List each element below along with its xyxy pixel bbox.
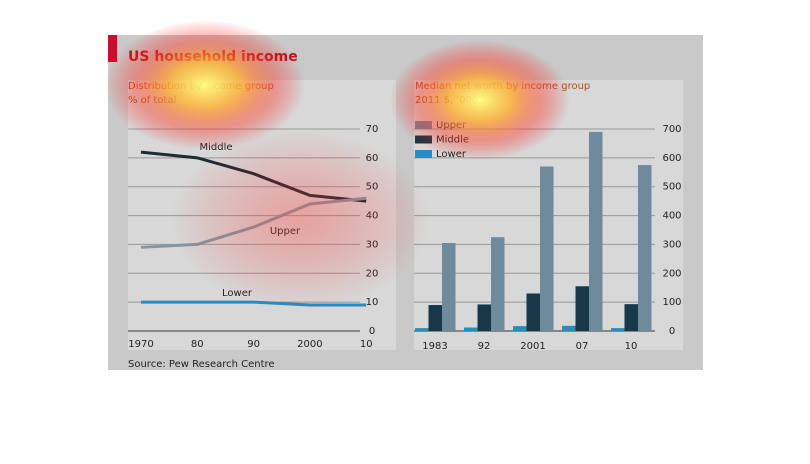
- y-tick-label: 50: [366, 182, 379, 193]
- bar: [464, 327, 478, 331]
- y-tick-label: 400: [662, 211, 681, 222]
- line-label: Lower: [222, 288, 253, 299]
- x-tick-label: 80: [191, 339, 204, 350]
- x-tick-label: 1983: [422, 341, 447, 352]
- y-tick-label: 30: [366, 239, 379, 250]
- legend-swatch: [415, 121, 432, 129]
- y-tick-label: 500: [662, 182, 681, 193]
- x-tick-label: 10: [625, 341, 638, 352]
- bar: [428, 305, 442, 331]
- bar: [575, 286, 589, 331]
- x-tick-label: 2000: [297, 339, 322, 350]
- y-tick-label: 60: [366, 153, 379, 164]
- bar: [624, 304, 638, 331]
- legend-swatch: [415, 135, 432, 144]
- y-tick-label: 20: [366, 268, 379, 279]
- bar: [513, 326, 527, 331]
- y-tick-label: 0: [669, 326, 675, 337]
- right-title: Median net worth by income group: [415, 81, 590, 92]
- left-plot-bg: [128, 80, 396, 350]
- bar: [589, 131, 603, 331]
- y-tick-label: 100: [662, 297, 681, 308]
- x-tick-label: 90: [247, 339, 260, 350]
- page-title: US household income: [128, 49, 298, 65]
- y-tick-label: 40: [366, 211, 379, 222]
- line-label: Middle: [199, 142, 232, 153]
- legend-label: Lower: [436, 149, 467, 160]
- right-subtitle: 2011 $, '000: [415, 95, 478, 106]
- y-tick-label: 0: [369, 326, 375, 337]
- y-tick-label: 600: [662, 153, 681, 164]
- y-tick-label: 10: [366, 297, 379, 308]
- x-tick-label: 2001: [520, 341, 545, 352]
- bar: [442, 242, 456, 331]
- x-tick-label: 92: [478, 341, 491, 352]
- y-tick-label: 70: [366, 124, 379, 135]
- bar: [540, 166, 554, 331]
- bar: [562, 325, 576, 331]
- bar: [415, 328, 429, 331]
- bar: [477, 304, 491, 331]
- bar: [526, 293, 540, 331]
- x-tick-label: 10: [360, 339, 373, 350]
- line-label: Upper: [270, 226, 301, 237]
- x-tick-label: 1970: [128, 339, 153, 350]
- left-title: Distribution by income group: [128, 81, 274, 92]
- source: Source: Pew Research Centre: [128, 359, 275, 370]
- legend-label: Middle: [436, 135, 469, 146]
- y-tick-label: 200: [662, 268, 681, 279]
- left-subtitle: % of total: [128, 95, 176, 106]
- y-tick-label: 300: [662, 239, 681, 250]
- y-tick-label: 700: [662, 124, 681, 135]
- legend-swatch: [415, 150, 432, 158]
- red-tab: [108, 35, 117, 62]
- x-tick-label: 07: [576, 341, 589, 352]
- bar: [638, 165, 652, 331]
- bar: [611, 328, 625, 331]
- legend-label: Upper: [436, 120, 467, 131]
- bar: [491, 237, 505, 331]
